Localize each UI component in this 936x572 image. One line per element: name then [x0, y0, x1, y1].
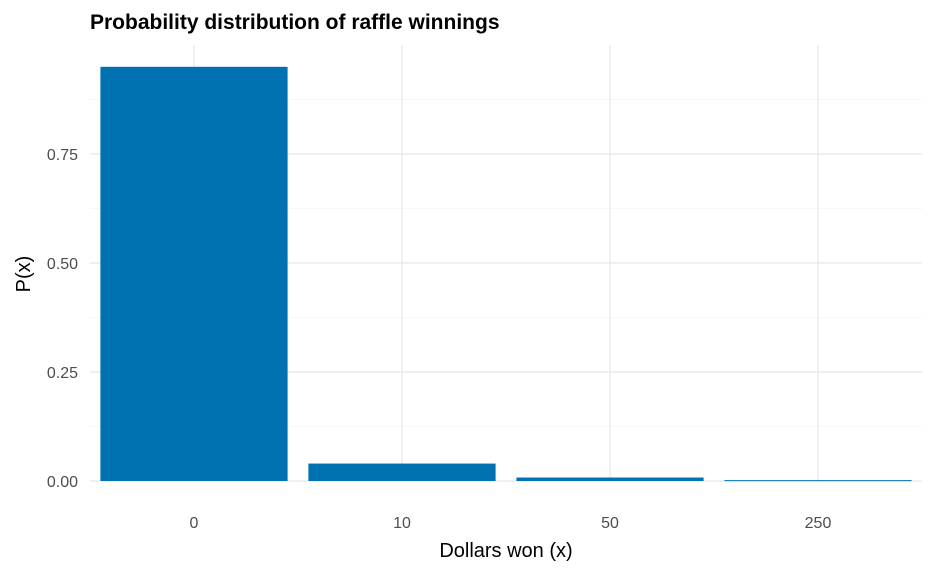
- bars: [100, 66, 912, 482]
- bar-50: [516, 477, 704, 481]
- y-tick-label: 0.00: [47, 474, 78, 491]
- y-tick-label: 0.25: [47, 365, 78, 382]
- y-axis-title: P(x): [13, 256, 35, 293]
- x-tick-label: 10: [393, 515, 411, 532]
- y-tick-label: 0.75: [47, 147, 78, 164]
- bar-0: [100, 66, 288, 482]
- x-tick-label: 250: [805, 515, 832, 532]
- bar-10: [308, 463, 496, 481]
- bar-250: [724, 480, 912, 482]
- x-tick-label: 50: [601, 515, 619, 532]
- x-tick-labels: 0 10 50 250: [190, 515, 832, 532]
- y-tick-labels: 0.00 0.25 0.50 0.75: [47, 147, 78, 491]
- y-tick-label: 0.50: [47, 256, 78, 273]
- chart-title: Probability distribution of raffle winni…: [90, 11, 500, 34]
- x-tick-label: 0: [190, 515, 199, 532]
- x-axis-title: Dollars won (x): [439, 540, 572, 562]
